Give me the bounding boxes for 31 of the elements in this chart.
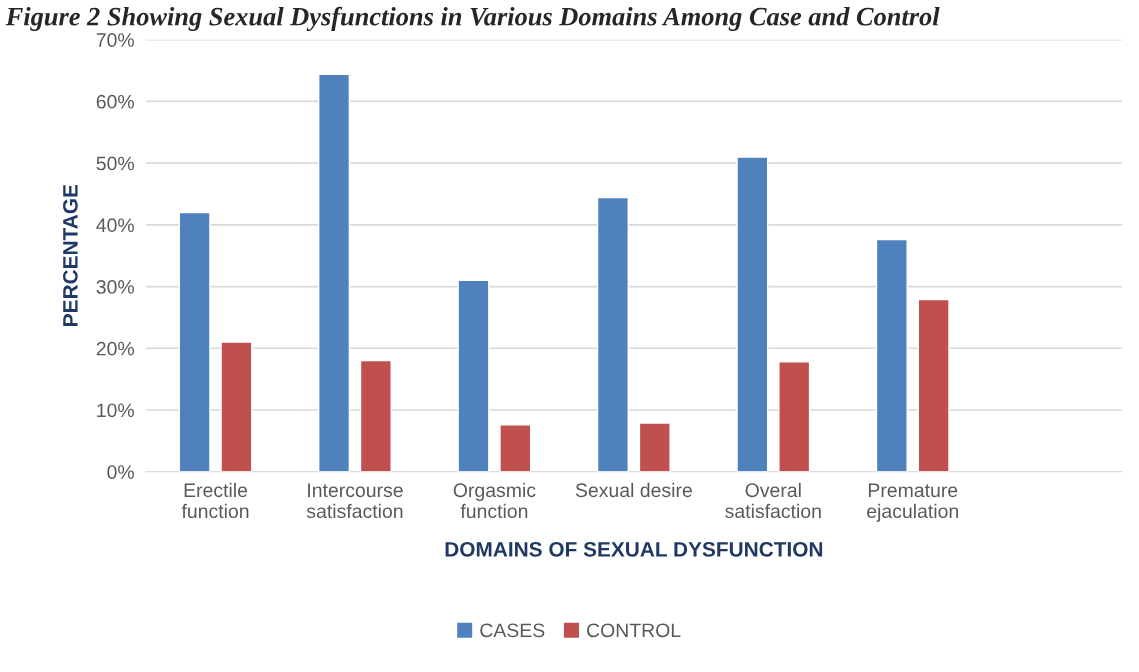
legend-label: CONTROL [587,623,681,638]
bar [875,238,908,472]
bar [596,196,629,472]
x-tick-label: Orgasmic function [453,482,536,519]
y-axis-title: PERCENTAGE [63,184,78,326]
y-tick-label: 70% [96,33,134,47]
y-tick-label: 10% [97,403,134,418]
x-tick-label: Overal satisfaction [725,482,821,519]
bar [736,156,769,472]
x-tick-label: Erectile function [181,482,249,519]
x-tick-label: Intercourse satisfaction [306,483,403,519]
chart-title: Figure 2 Showing Sexual Dysfunctions in Various Domains Among Case and Control [5,6,940,31]
y-tick-label: 30% [96,280,134,294]
y-tick-label: 0% [107,465,134,479]
bar [359,359,392,472]
bar [318,73,351,472]
bar [917,298,950,472]
y-tick-label: 50% [96,156,134,171]
y-tick-label: 20% [96,341,134,356]
bar [220,341,253,472]
bar [178,211,211,472]
bar [638,422,671,472]
bar [457,279,490,472]
y-tick-label: 60% [96,94,134,109]
bar [778,361,811,472]
legend-label: CASES [480,623,545,638]
x-axis-title: DOMAINS OF SEXUAL DYSFUNCTION [445,541,823,557]
x-tick-label: Sexual desire [575,482,692,498]
bar [499,424,532,472]
y-tick-label: 40% [96,218,134,233]
x-tick-label: Premature ejaculation [867,483,958,522]
